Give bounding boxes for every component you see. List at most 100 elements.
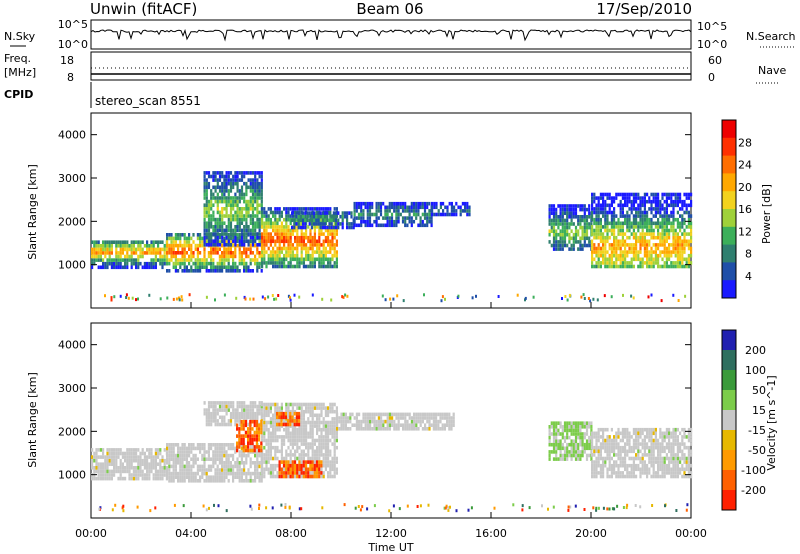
velocity-cell xyxy=(91,462,94,466)
velocity-cell xyxy=(177,450,180,454)
velocity-cell xyxy=(274,424,277,428)
power-cell xyxy=(223,254,226,259)
velocity-cell xyxy=(194,471,197,476)
velocity-cell xyxy=(583,446,586,451)
velocity-cell xyxy=(626,431,629,436)
velocity-cell xyxy=(243,461,246,465)
power-cell xyxy=(559,207,562,212)
power-cell xyxy=(672,199,675,204)
power-cell xyxy=(610,261,613,265)
velocity-cell xyxy=(621,474,624,479)
power-cell xyxy=(207,174,211,179)
power-cell xyxy=(650,232,653,236)
velocity-cell xyxy=(621,445,624,450)
velocity-cell xyxy=(557,421,560,425)
power-cell xyxy=(234,192,237,197)
power-cell xyxy=(679,264,682,269)
velocity-cell xyxy=(366,423,369,427)
power-cell xyxy=(91,251,94,255)
power-cell xyxy=(423,201,427,206)
velocity-cell xyxy=(221,471,224,476)
velocity-cell xyxy=(599,474,602,479)
power-cell xyxy=(384,205,387,210)
velocity-cell xyxy=(338,427,341,431)
velocity-cell xyxy=(384,427,387,431)
power-cell xyxy=(175,297,178,301)
velocity-cell xyxy=(278,435,281,439)
power-cell xyxy=(146,261,149,266)
power-cell xyxy=(665,221,668,226)
velocity-cell xyxy=(428,423,431,427)
power-cell xyxy=(221,243,224,248)
power-cell xyxy=(183,240,186,244)
power-cell xyxy=(681,253,684,258)
velocity-cell xyxy=(207,415,211,420)
power-cell xyxy=(183,269,186,273)
power-cell xyxy=(294,264,297,269)
power-cell xyxy=(419,223,422,228)
velocity-cell xyxy=(318,424,321,428)
velocity-cell xyxy=(115,458,118,463)
power-cell xyxy=(566,211,569,215)
power-cell xyxy=(613,235,616,240)
power-cell xyxy=(676,203,679,208)
power-cell xyxy=(676,264,679,269)
power-cell xyxy=(203,232,206,236)
velocity-cell xyxy=(572,421,575,425)
power-cell xyxy=(297,218,300,223)
power-cell xyxy=(212,217,215,222)
power-cell xyxy=(221,232,224,236)
power-cell xyxy=(126,265,129,270)
power-cell xyxy=(423,223,427,228)
velocity-cell xyxy=(267,453,270,457)
power-cell xyxy=(212,192,215,197)
power-cell xyxy=(261,232,264,236)
velocity-cell xyxy=(619,463,622,468)
power-cell xyxy=(408,219,411,224)
velocity-cell xyxy=(218,422,222,427)
power-cell xyxy=(203,203,206,207)
velocity-cell xyxy=(309,424,312,428)
power-cell xyxy=(199,269,202,273)
power-cell xyxy=(624,243,627,247)
velocity-cell xyxy=(382,412,385,417)
power-cell xyxy=(247,243,250,247)
power-cell xyxy=(648,199,651,204)
power-cell xyxy=(276,225,279,229)
velocity-cell xyxy=(263,409,266,414)
velocity-cell xyxy=(298,402,301,407)
power-cell xyxy=(119,247,122,252)
power-cell xyxy=(672,293,675,297)
power-cell xyxy=(570,218,573,223)
power-cell xyxy=(577,229,580,233)
power-cell xyxy=(672,264,675,269)
velocity-cell xyxy=(258,479,261,483)
power-cell xyxy=(124,265,127,270)
velocity-cell xyxy=(373,412,376,417)
velocity-cell xyxy=(249,475,252,479)
velocity-cell xyxy=(309,402,312,407)
power-cell xyxy=(265,225,268,229)
power-cell xyxy=(249,199,252,204)
power-cell xyxy=(516,293,519,297)
power-cell xyxy=(309,246,312,251)
power-cell xyxy=(648,243,651,247)
power-cell xyxy=(657,235,660,240)
power-cell xyxy=(240,261,243,266)
power-cell xyxy=(157,244,160,248)
velocity-cell xyxy=(548,432,551,436)
power-cell xyxy=(561,218,564,223)
velocity-cell xyxy=(413,412,416,417)
power-cell xyxy=(550,211,553,215)
power-cell xyxy=(346,225,349,230)
velocity-cell xyxy=(216,468,219,472)
power-cell xyxy=(310,225,313,230)
power-cell xyxy=(263,250,266,254)
velocity-cell xyxy=(203,401,206,405)
power-cell xyxy=(251,225,255,229)
power-cell xyxy=(599,232,602,236)
velocity-cell xyxy=(115,451,118,456)
power-cell xyxy=(256,251,259,255)
velocity-cell xyxy=(210,457,213,461)
velocity-cell xyxy=(263,402,266,407)
